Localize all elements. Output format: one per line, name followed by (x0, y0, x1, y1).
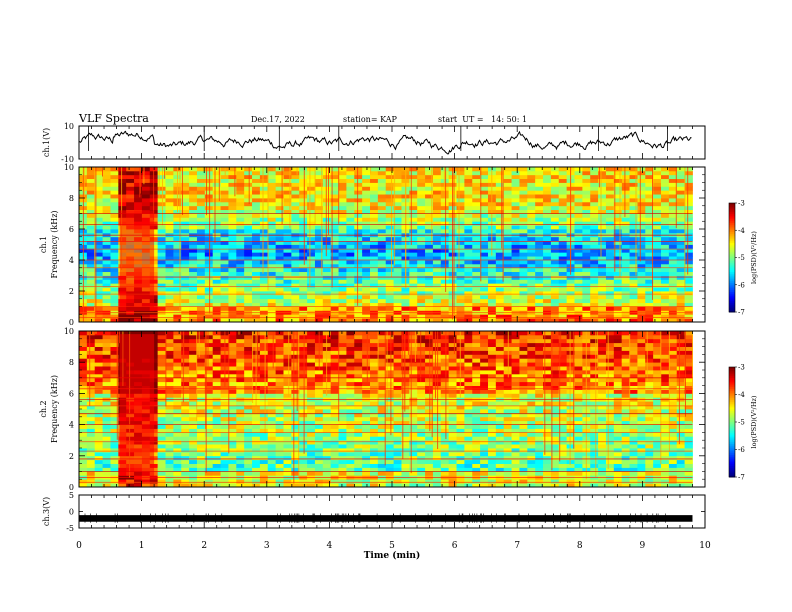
x-tick-label: 1 (139, 541, 145, 551)
x-tick-label: 7 (514, 541, 520, 551)
colorbar-label: log(PSD)(V²/Hz) (750, 395, 758, 448)
ch3-ylabel: ch.3(V) (42, 497, 51, 526)
colorbar-label: log(PSD)(V²/Hz) (750, 231, 758, 284)
colorbar-tick-label: -4 (738, 391, 745, 399)
chart-title: VLF Spectra (79, 112, 149, 125)
ch3-waveform (79, 515, 693, 522)
x-tick-label: 8 (577, 541, 583, 551)
x-tick-label: 10 (699, 541, 711, 551)
x-ticks-panel-2 (78, 167, 706, 322)
start-time-label: start UT = 14: 50: 1 (438, 115, 528, 124)
spectro-ytick-label: 6 (69, 389, 74, 398)
spectro-ytick-label: 2 (69, 287, 74, 296)
spectro-ytick-label: 0 (69, 483, 74, 492)
spectro-ytick-label: 4 (69, 256, 74, 265)
spectro-ytick-label: 6 (69, 225, 74, 234)
colorbar (728, 366, 737, 478)
x-tick-label: 2 (201, 541, 207, 551)
ch1-ytick-label: -10 (61, 155, 74, 164)
colorbar-tick-label: -7 (738, 309, 745, 317)
spectrogram-ch2 (79, 331, 693, 488)
spectro-ytick-label: 0 (69, 318, 74, 327)
x-axis-label: Time (min) (364, 550, 421, 561)
x-tick-label: 3 (264, 541, 270, 551)
x-ticks-panel-4 (78, 495, 706, 528)
x-ticks-panel-1 (78, 126, 706, 159)
colorbar-tick-label: -5 (738, 419, 745, 427)
spectrogram-ch1 (79, 167, 693, 323)
x-ticks-panel-3 (78, 331, 706, 487)
x-tick-label: 0 (76, 541, 82, 551)
spectro-ytick-label: 10 (64, 327, 74, 336)
spectro-ytick-label: 8 (69, 358, 74, 367)
spectro-ytick-label: 10 (64, 163, 74, 172)
colorbar (728, 202, 737, 313)
x-tick-label: 9 (640, 541, 646, 551)
ch1-ytick-label: 10 (64, 122, 74, 131)
station-label: station= KAP (343, 115, 397, 124)
colorbar-tick-label: -3 (738, 200, 745, 208)
x-tick-label: 5 (389, 541, 395, 551)
spectro-ytick-label: 2 (69, 452, 74, 461)
ch3-ytick-label: 0 (69, 508, 74, 517)
spectro-ytick-label: 4 (69, 421, 74, 430)
colorbar-tick-label: -3 (738, 364, 745, 372)
colorbar-tick-label: -6 (738, 281, 745, 289)
ch3-ytick-label: -5 (66, 524, 74, 533)
x-tick-label: 6 (452, 541, 458, 551)
colorbar-tick-label: -7 (738, 474, 745, 482)
ch3-ytick-label: 5 (69, 491, 74, 500)
x-tick-label: 4 (327, 541, 333, 551)
ch1-waveform (79, 130, 692, 155)
spectro-ylabel: ch.2 Frequency (kHz) (39, 375, 59, 443)
colorbar-tick-label: -6 (738, 446, 745, 454)
ch1-ylabel: ch.1(V) (42, 128, 51, 157)
spectro-ytick-label: 8 (69, 194, 74, 203)
colorbar-tick-label: -5 (738, 254, 745, 262)
spectro-ylabel: ch.1 Frequency (kHz) (39, 210, 59, 278)
date-label: Dec.17, 2022 (251, 115, 305, 124)
colorbar-tick-label: -4 (738, 227, 745, 235)
